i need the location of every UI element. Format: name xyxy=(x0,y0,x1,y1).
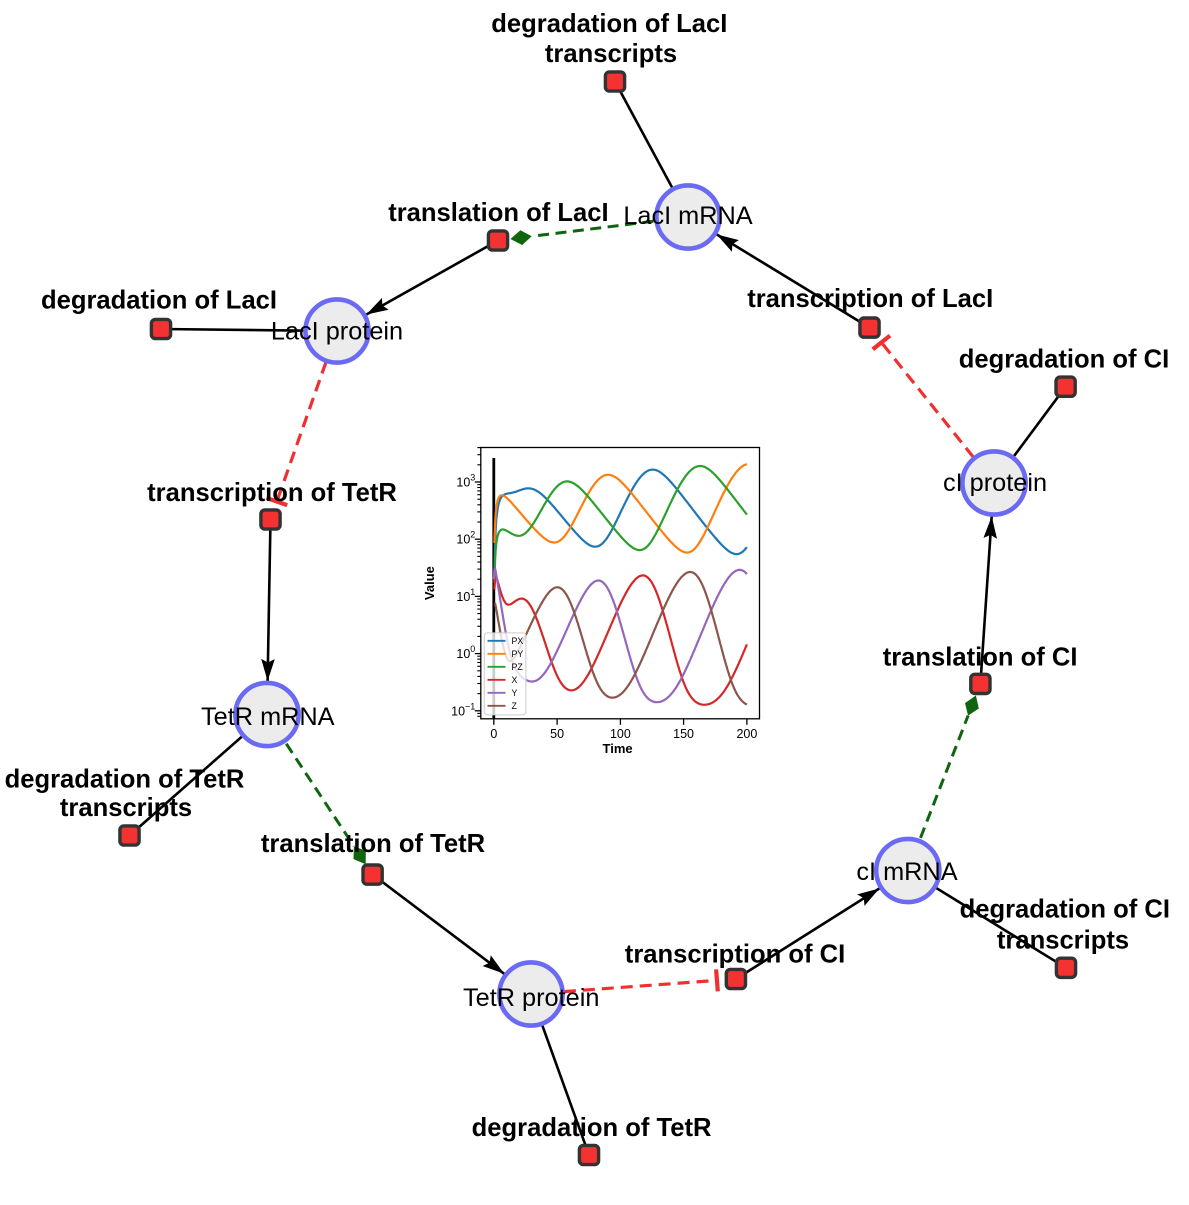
svg-text:degradation of TetR: degradation of TetR xyxy=(472,1114,712,1142)
svg-text:Value: Value xyxy=(422,566,437,600)
svg-text:100: 100 xyxy=(610,727,631,741)
svg-text:LacI mRNA: LacI mRNA xyxy=(623,202,752,230)
svg-text:degradation of CI: degradation of CI xyxy=(959,346,1169,374)
svg-text:transcription of TetR: transcription of TetR xyxy=(147,479,397,507)
svg-text:transcripts: transcripts xyxy=(60,794,192,822)
svg-text:TetR protein: TetR protein xyxy=(463,984,599,1012)
svg-text:PZ: PZ xyxy=(512,662,524,672)
svg-text:cI protein: cI protein xyxy=(943,469,1047,497)
svg-text:translation of TetR: translation of TetR xyxy=(261,830,485,858)
svg-text:200: 200 xyxy=(736,727,757,741)
svg-text:Time: Time xyxy=(603,741,633,756)
svg-text:TetR mRNA: TetR mRNA xyxy=(201,703,335,731)
svg-text:transcripts: transcripts xyxy=(997,926,1129,954)
svg-text:LacI protein: LacI protein xyxy=(271,318,403,346)
svg-text:PX: PX xyxy=(512,636,524,646)
svg-text:degradation of CI: degradation of CI xyxy=(960,896,1170,924)
svg-text:translation of LacI: translation of LacI xyxy=(388,199,608,227)
svg-text:Y: Y xyxy=(512,688,518,698)
svg-text:PY: PY xyxy=(512,649,524,659)
svg-text:transcription of LacI: transcription of LacI xyxy=(747,285,993,313)
svg-text:150: 150 xyxy=(673,727,694,741)
svg-text:degradation of LacI: degradation of LacI xyxy=(491,10,727,38)
svg-text:cI mRNA: cI mRNA xyxy=(856,858,957,886)
svg-text:degradation of TetR: degradation of TetR xyxy=(5,766,245,794)
svg-text:X: X xyxy=(512,675,518,685)
svg-text:Z: Z xyxy=(512,701,518,711)
svg-text:50: 50 xyxy=(550,727,564,741)
svg-text:degradation of LacI: degradation of LacI xyxy=(41,287,277,315)
svg-text:translation of CI: translation of CI xyxy=(883,644,1078,672)
svg-text:transcripts: transcripts xyxy=(545,40,677,68)
svg-text:transcription of CI: transcription of CI xyxy=(625,941,845,969)
svg-text:0: 0 xyxy=(490,727,497,741)
